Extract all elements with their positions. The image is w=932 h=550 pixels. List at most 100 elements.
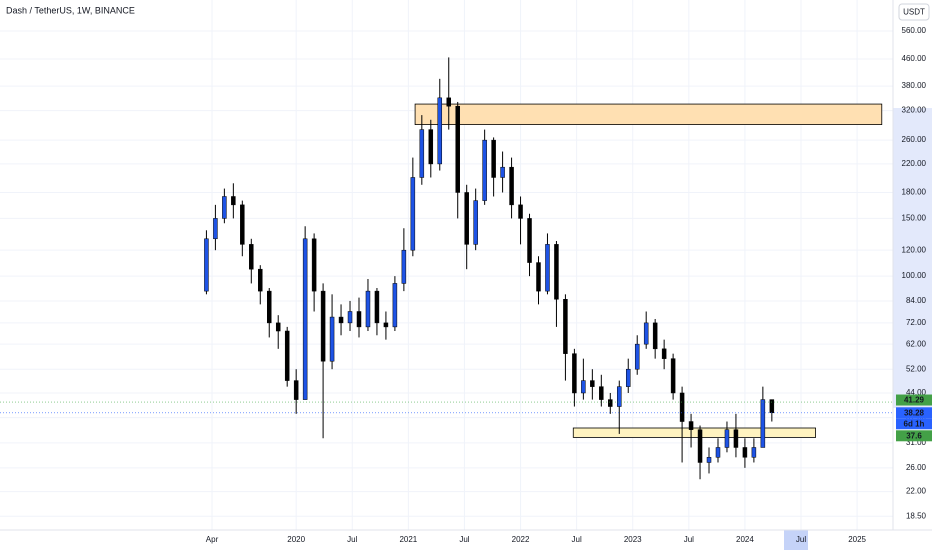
candle-body bbox=[428, 129, 434, 165]
low-label: 37.6 bbox=[906, 431, 922, 440]
candle-body bbox=[760, 399, 766, 448]
candle-body bbox=[446, 97, 451, 107]
candle-body bbox=[545, 244, 550, 292]
candle-body bbox=[365, 290, 371, 328]
candle-body bbox=[581, 380, 586, 394]
candle-body bbox=[590, 380, 595, 387]
candle-body bbox=[724, 429, 730, 448]
y-tick-label: 380.00 bbox=[902, 81, 927, 90]
candle-body bbox=[518, 204, 523, 219]
x-tick-label: Jul bbox=[684, 535, 694, 544]
candle-body bbox=[374, 290, 380, 324]
candle-body bbox=[240, 204, 245, 245]
candle-body bbox=[464, 192, 469, 245]
candle-body bbox=[383, 322, 389, 328]
candle-body bbox=[401, 249, 407, 284]
candle-body bbox=[527, 218, 532, 263]
candle-body bbox=[284, 330, 290, 381]
candle-body bbox=[769, 399, 775, 414]
overlay bbox=[0, 401, 893, 414]
y-tick-label: 26.00 bbox=[906, 463, 927, 472]
currency-box[interactable] bbox=[898, 3, 930, 21]
currency[interactable]: USDT bbox=[903, 8, 925, 17]
candle-body bbox=[356, 311, 362, 328]
chart-title: Dash / TetherUS, 1W, BINANCE bbox=[6, 5, 135, 15]
candle-body bbox=[311, 238, 317, 292]
grid bbox=[0, 0, 893, 530]
candle-body bbox=[258, 268, 263, 292]
y-tick-label: 150.00 bbox=[902, 214, 927, 223]
candle-body bbox=[608, 399, 613, 407]
zone bbox=[572, 427, 816, 438]
candle-body bbox=[617, 386, 622, 407]
candle-body bbox=[419, 129, 425, 178]
candle-body bbox=[751, 447, 757, 458]
y-tick-label: 180.00 bbox=[902, 188, 927, 197]
candle-body bbox=[625, 368, 631, 387]
y-tick-label: 22.00 bbox=[906, 487, 927, 496]
candle-body bbox=[320, 290, 326, 362]
candle-body bbox=[679, 392, 685, 422]
x-tick-label: Jul bbox=[347, 535, 357, 544]
candle-body bbox=[652, 322, 658, 350]
y-tick-label: 72.00 bbox=[906, 318, 927, 327]
y-tick-label: 18.50 bbox=[906, 511, 927, 520]
x-tick-label: Jul bbox=[572, 535, 582, 544]
candle-body bbox=[213, 218, 218, 240]
candle-body bbox=[661, 348, 667, 359]
x-tick-label: 2023 bbox=[624, 535, 642, 544]
candle-body bbox=[536, 262, 541, 292]
candle-body bbox=[455, 105, 460, 193]
candle-body bbox=[509, 166, 514, 206]
candle-body bbox=[670, 358, 676, 394]
last-price-label-box bbox=[896, 407, 932, 419]
y-axis: 18.5022.0026.0031.0037.0044.0052.0062.00… bbox=[896, 26, 932, 520]
candle-body bbox=[222, 196, 227, 219]
candle-body bbox=[491, 139, 496, 178]
high-label-box bbox=[896, 394, 932, 406]
candle-body bbox=[204, 238, 209, 292]
y-tick-label: 100.00 bbox=[902, 271, 927, 280]
candle-body bbox=[500, 166, 505, 178]
candle-body bbox=[554, 244, 559, 300]
countdown-label-box bbox=[896, 418, 932, 430]
low-label-box bbox=[896, 430, 932, 442]
candle-body bbox=[347, 311, 353, 324]
y-tick-label: 320.00 bbox=[902, 106, 927, 115]
candle-body bbox=[392, 283, 398, 328]
y-tick-label: 220.00 bbox=[902, 159, 927, 168]
candle-body bbox=[473, 200, 478, 245]
candle-body bbox=[437, 97, 443, 165]
x-tick-label: 2020 bbox=[287, 535, 305, 544]
candle-body bbox=[733, 429, 739, 448]
y-tick-label: 31.00 bbox=[906, 438, 927, 447]
y-tick-label: 260.00 bbox=[902, 135, 927, 144]
candle-body bbox=[338, 316, 344, 324]
candle-body bbox=[302, 238, 308, 400]
x-tick-label: Apr bbox=[206, 535, 219, 544]
y-tick-label: 62.00 bbox=[906, 339, 927, 348]
candle-body bbox=[482, 139, 487, 201]
x-tick-label: 2024 bbox=[736, 535, 754, 544]
high-label: 41.29 bbox=[904, 396, 925, 405]
x-tick-label: Jul bbox=[796, 535, 806, 544]
x-axis-highlight bbox=[784, 530, 808, 550]
candle-body bbox=[249, 244, 254, 270]
candle-body bbox=[599, 386, 604, 400]
candle-body bbox=[634, 343, 640, 370]
candle-body bbox=[706, 457, 712, 463]
x-tick-label: Jul bbox=[459, 535, 469, 544]
x-tick-label: 2022 bbox=[512, 535, 530, 544]
last-price-label: 38.28 bbox=[904, 408, 925, 417]
candle-body bbox=[231, 196, 236, 206]
y-tick-label: 84.00 bbox=[906, 296, 927, 305]
candle-body bbox=[715, 447, 721, 458]
candle-body bbox=[688, 421, 694, 430]
candle-body bbox=[742, 447, 748, 458]
y-tick-label: 52.00 bbox=[906, 364, 927, 373]
candle-body bbox=[266, 290, 272, 324]
candle-body bbox=[563, 299, 568, 354]
zones bbox=[414, 103, 883, 438]
